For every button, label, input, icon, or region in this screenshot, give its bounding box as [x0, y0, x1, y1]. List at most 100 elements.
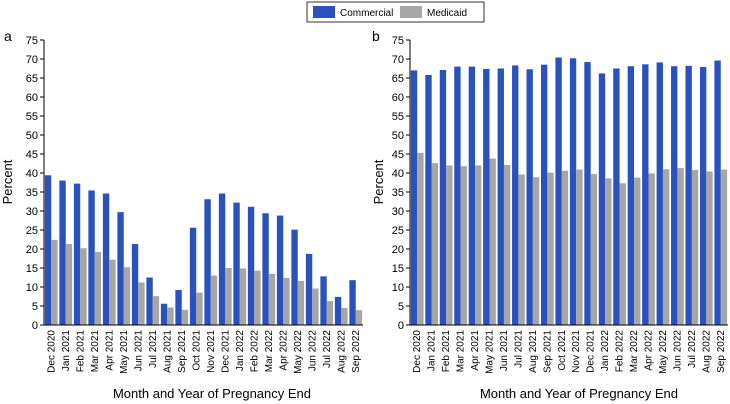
x-tick-label-b-4: Apr 2021 [470, 330, 481, 371]
bar-a-medicaid-14 [254, 270, 261, 325]
legend-label-commercial: Commercial [340, 8, 393, 19]
bar-b-commercial-0 [410, 70, 418, 326]
x-tick-label-b-11: Nov 2021 [571, 330, 582, 373]
x-tick-label-b-18: Jun 2022 [672, 330, 683, 372]
y-tick-label-a-0: 0 [32, 320, 38, 332]
bar-a-medicaid-2 [80, 248, 87, 325]
bar-b-medicaid-18 [677, 168, 684, 325]
y-tick-label-a-30: 30 [26, 206, 38, 218]
bar-a-medicaid-18 [312, 288, 319, 325]
x-tick-label-b-12: Dec 2021 [586, 330, 597, 373]
bar-a-commercial-19 [320, 276, 327, 325]
bar-a-medicaid-21 [355, 310, 363, 325]
x-tick-label-b-20: Aug 2022 [701, 330, 712, 373]
bar-a-medicaid-0 [51, 239, 58, 325]
x-tick-label-b-7: Jul 2021 [513, 330, 524, 368]
bar-a-medicaid-19 [326, 301, 334, 325]
bar-b-commercial-8 [526, 69, 533, 325]
bar-a-medicaid-3 [94, 252, 102, 325]
x-tick-label-a-11: Nov 2021 [206, 330, 217, 373]
x-tick-label-b-13: Jan 2022 [600, 330, 611, 372]
bar-b-medicaid-9 [547, 172, 554, 325]
y-tick-label-a-70: 70 [26, 54, 38, 66]
bar-b-medicaid-15 [634, 177, 641, 325]
bar-b-medicaid-11 [576, 169, 583, 325]
y-tick-label-b-70: 70 [392, 54, 404, 66]
x-tick-label-a-2: Feb 2021 [75, 330, 86, 373]
bar-b-commercial-4 [468, 66, 476, 325]
y-tick-label-b-55: 55 [392, 111, 404, 123]
bar-a-medicaid-8 [167, 307, 174, 325]
x-tick-label-b-6: Jun 2021 [499, 330, 510, 372]
bar-b-medicaid-7 [518, 174, 525, 325]
bar-a-commercial-2 [73, 183, 81, 325]
legend-frame [306, 1, 485, 23]
bar-b-medicaid-2 [446, 165, 453, 325]
bar-b-medicaid-17 [662, 169, 670, 325]
bar-b-commercial-19 [685, 65, 692, 325]
y-tick-label-a-35: 35 [26, 187, 38, 199]
bar-a-commercial-15 [262, 213, 269, 325]
x-tick-label-b-10: Oct 2021 [557, 330, 568, 371]
bar-a-medicaid-6 [138, 282, 145, 325]
y-tick-label-a-5: 5 [32, 301, 38, 313]
y-tick-label-b-35: 35 [392, 187, 404, 199]
y-tick-label-a-50: 50 [26, 130, 38, 142]
panel-b-marks: 0 5 10 15 20 25 30 35 40 45 50 55 60 65 70 75 Dec 2020 Ja… [392, 35, 728, 374]
y-tick-label-b-30: 30 [392, 206, 404, 218]
legend-swatch-medicaid [400, 6, 422, 18]
bar-a-medicaid-11 [210, 275, 218, 325]
x-tick-label-a-13: Jan 2022 [235, 330, 246, 372]
x-tick-label-a-17: May 2022 [293, 330, 304, 374]
y-tick-label-b-0: 0 [398, 320, 404, 332]
x-tick-label-a-20: Aug 2022 [336, 330, 347, 373]
x-tick-label-a-8: Aug 2021 [162, 330, 173, 373]
bar-b-commercial-10 [555, 57, 562, 325]
panel-label-b: b [372, 28, 380, 44]
bar-b-medicaid-19 [691, 169, 699, 325]
x-tick-label-b-9: Sep 2021 [542, 330, 553, 373]
x-tick-label-a-19: Jul 2022 [322, 330, 333, 368]
legend-label-medicaid: Medicaid [427, 8, 467, 19]
bar-a-medicaid-7 [152, 296, 160, 325]
x-tick-label-a-10: Oct 2021 [191, 330, 202, 371]
x-tick-label-b-3: Mar 2021 [456, 330, 467, 373]
x-tick-label-a-9: Sep 2021 [177, 330, 188, 373]
x-tick-label-a-18: Jun 2022 [307, 330, 318, 372]
x-tick-label-a-14: Feb 2022 [249, 330, 260, 373]
y-tick-label-b-15: 15 [392, 263, 404, 275]
bar-b-commercial-18 [671, 66, 678, 325]
y-tick-label-b-5: 5 [398, 301, 404, 313]
bar-b-medicaid-12 [590, 174, 598, 325]
bar-a-commercial-17 [291, 229, 298, 325]
bar-a-commercial-3 [88, 190, 95, 325]
bar-a-medicaid-10 [196, 292, 203, 325]
bar-b-commercial-20 [699, 66, 707, 325]
bar-b-medicaid-1 [431, 163, 439, 325]
bar-b-medicaid-5 [489, 158, 496, 325]
x-tick-label-a-5: May 2021 [119, 330, 130, 374]
y-tick-label-b-50: 50 [392, 130, 404, 142]
bar-a-commercial-12 [218, 193, 226, 325]
y-tick-label-a-40: 40 [26, 168, 38, 180]
bar-b-medicaid-3 [460, 166, 467, 325]
x-tick-label-b-8: Aug 2021 [528, 330, 539, 373]
y-tick-label-b-60: 60 [392, 92, 404, 104]
x-tick-label-b-14: Feb 2022 [615, 330, 626, 373]
bar-b-medicaid-0 [417, 152, 424, 325]
y-tick-label-b-20: 20 [392, 244, 404, 256]
bar-b-commercial-11 [569, 58, 577, 326]
x-tick-label-b-21: Sep 2022 [716, 330, 727, 373]
y-tick-label-a-15: 15 [26, 263, 38, 275]
bar-b-commercial-2 [439, 70, 447, 326]
y-tick-label-a-55: 55 [26, 111, 38, 123]
bar-a-commercial-5 [117, 212, 124, 325]
bar-a-commercial-20 [334, 296, 342, 325]
bar-a-commercial-8 [160, 303, 168, 325]
y-tick-label-a-65: 65 [26, 73, 38, 85]
x-tick-label-b-17: May 2022 [658, 330, 669, 374]
bar-b-commercial-12 [584, 62, 591, 325]
y-tick-label-a-60: 60 [26, 92, 38, 104]
bar-b-medicaid-8 [532, 177, 540, 325]
